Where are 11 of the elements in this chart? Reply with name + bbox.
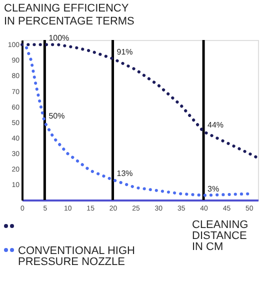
x-axis-title: CLEANING DISTANCE IN CM xyxy=(192,219,248,253)
chart-title: CLEANING EFFICIENCY IN PERCENTAGE TERMS xyxy=(4,2,134,28)
line-series xyxy=(25,46,250,197)
annotation: 50% xyxy=(48,111,65,120)
line-series xyxy=(20,43,260,160)
annotation: 13% xyxy=(116,168,133,178)
annotation: 100% xyxy=(48,34,70,43)
legend-label: CONVENTIONAL HIGH PRESSURE NOZZLE xyxy=(18,245,135,268)
annotation: 91% xyxy=(116,48,133,57)
annotation: 44% xyxy=(208,120,224,130)
annotation: 3% xyxy=(208,184,220,194)
